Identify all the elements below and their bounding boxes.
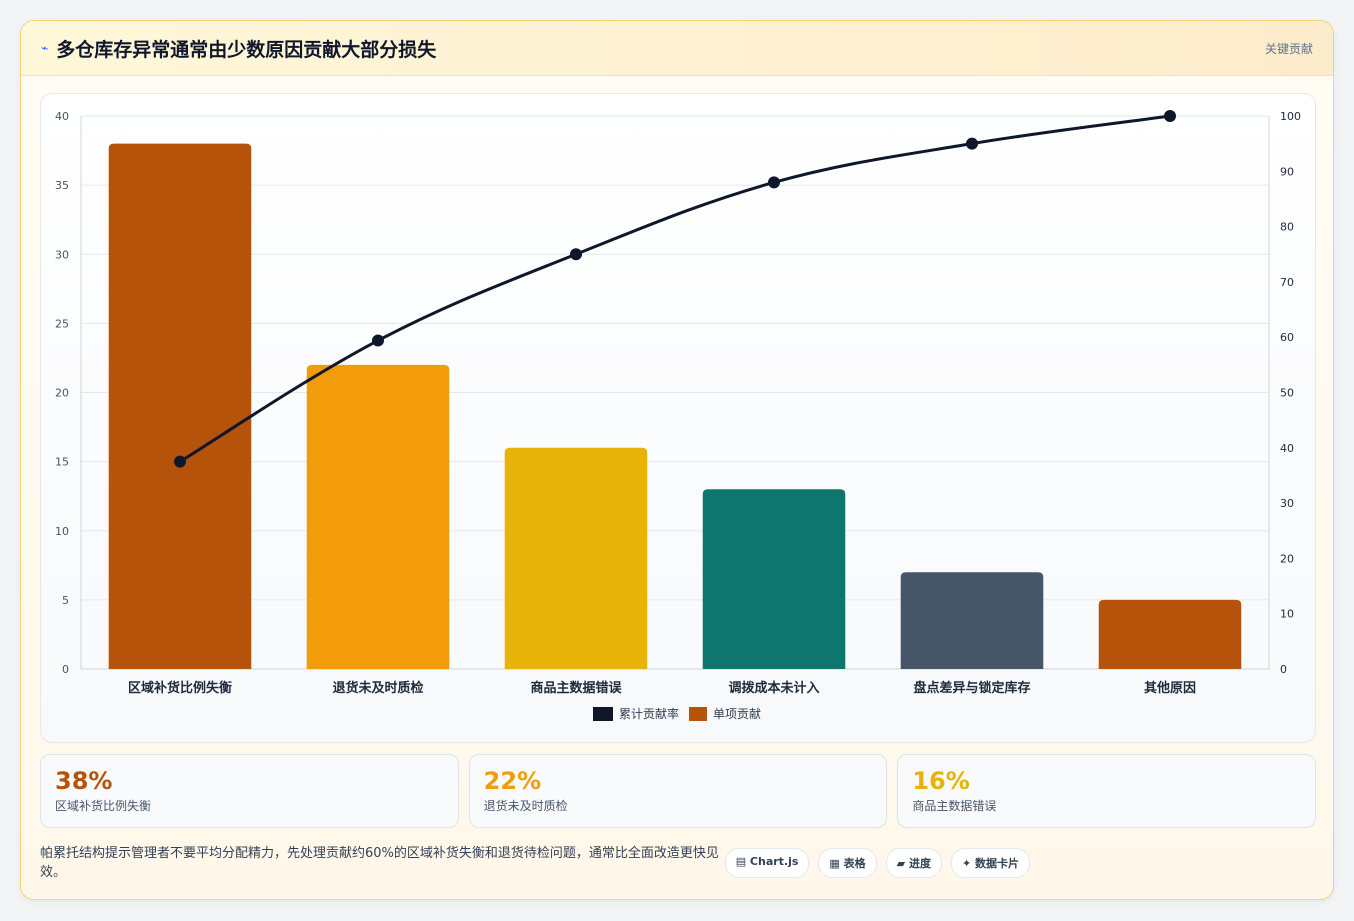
bar [702, 489, 846, 669]
y2-tick-label: 90 [1280, 165, 1294, 178]
chip-chartjs[interactable]: ▤ Chart.js [724, 848, 810, 878]
y-tick-label: 5 [62, 594, 69, 607]
chip-table[interactable]: ▦ 表格 [818, 848, 877, 878]
stats-row: 38% 区域补货比例失衡 22% 退货未及时质检 16% 商品主数据错误 [40, 754, 1317, 828]
stat-card: 38% 区域补货比例失衡 [40, 754, 459, 828]
y2-tick-label: 10 [1280, 608, 1294, 621]
y-tick-label: 35 [55, 179, 69, 192]
y-tick-label: 25 [55, 317, 69, 330]
x-category-label: 区域补货比例失衡 [128, 680, 232, 696]
bar [504, 447, 648, 669]
stat-value: 38% [55, 767, 113, 795]
footer: 帕累托结构提示管理者不要平均分配精力，先处理贡献约60%的区域补货失衡和退货待检… [40, 841, 1316, 885]
stat-value: 22% [483, 767, 542, 795]
chart-card: ⌁ 多仓库存异常通常由少数原因贡献大部分损失 关键贡献 0 5 10 15 20 25 30… [20, 20, 1334, 900]
y2-tick-label: 30 [1280, 497, 1294, 510]
cumulative-point [1164, 110, 1176, 122]
x-category-label: 商品主数据错误 [530, 680, 622, 696]
y-tick-label: 10 [55, 525, 69, 538]
header-tag: 关键贡献 [1264, 41, 1313, 56]
y2-tick-label: 20 [1280, 552, 1294, 565]
x-category-label: 盘点差异与锁定库存 [913, 680, 1030, 696]
title-wrap: ⌁ 多仓库存异常通常由少数原因贡献大部分损失 [41, 35, 436, 62]
y-tick-label: 0 [62, 663, 69, 676]
legend-label-single: 单项贡献 [713, 706, 761, 721]
stat-value: 16% [912, 767, 970, 795]
y-tick-label: 40 [55, 110, 69, 123]
cumulative-point [372, 334, 384, 347]
legend-swatch-cumulative [593, 707, 613, 721]
bar [108, 143, 252, 669]
y2-tick-label: 40 [1280, 442, 1294, 455]
y-tick-label: 30 [55, 248, 69, 261]
bar [900, 572, 1044, 669]
bar [306, 364, 450, 669]
y2-tick-label: 80 [1280, 221, 1294, 234]
chip-progress[interactable]: ▰ 进度 [885, 848, 942, 878]
y2-tick-label: 100 [1280, 110, 1301, 123]
cumulative-point [768, 176, 780, 189]
chart-panel: 0 5 10 15 20 25 30 35 40 0 10 20 30 40 50 60 70 80 90 100 区域… [40, 93, 1316, 743]
stat-label: 退货未及时质检 [483, 799, 568, 813]
x-category-label: 其他原因 [1144, 680, 1196, 696]
y-tick-label: 15 [55, 456, 69, 469]
cumulative-point [570, 248, 582, 261]
cumulative-point [174, 455, 186, 468]
chip-data-cards[interactable]: ✦ 数据卡片 [950, 848, 1030, 878]
stat-card: 22% 退货未及时质检 [468, 754, 888, 828]
y-tick-label: 20 [55, 387, 69, 400]
cumulative-point [966, 137, 978, 150]
legend-swatch-single [689, 707, 707, 721]
card-title: 多仓库存异常通常由少数原因贡献大部分损失 [56, 38, 437, 61]
chart-icon: ⌁ [41, 41, 49, 55]
cumulative-line [179, 114, 1171, 463]
x-category-label: 调拨成本未计入 [728, 680, 819, 696]
insight-note: 帕累托结构提示管理者不要平均分配精力，先处理贡献约60%的区域补货失衡和退货待检… [40, 846, 719, 880]
y2-tick-label: 0 [1280, 663, 1287, 676]
card-header: ⌁ 多仓库存异常通常由少数原因贡献大部分损失 关键贡献 [21, 21, 1333, 76]
bar [1098, 599, 1242, 669]
y2-tick-label: 70 [1280, 276, 1294, 289]
y2-tick-label: 50 [1280, 387, 1294, 400]
stat-label: 区域补货比例失衡 [55, 799, 152, 813]
legend-label-cumulative: 累计贡献率 [619, 706, 679, 721]
stat-label: 商品主数据错误 [912, 799, 997, 813]
stat-card: 16% 商品主数据错误 [897, 754, 1317, 828]
y2-tick-label: 60 [1280, 331, 1294, 344]
x-category-label: 退货未及时质检 [332, 680, 423, 696]
pareto-chart: 0 5 10 15 20 25 30 35 40 0 10 20 30 40 50 60 70 80 90 100 区域… [55, 110, 1301, 721]
tech-chips: ▤ Chart.js ▦ 表格 ▰ 进度 ✦ 数据卡片 [724, 848, 1030, 878]
